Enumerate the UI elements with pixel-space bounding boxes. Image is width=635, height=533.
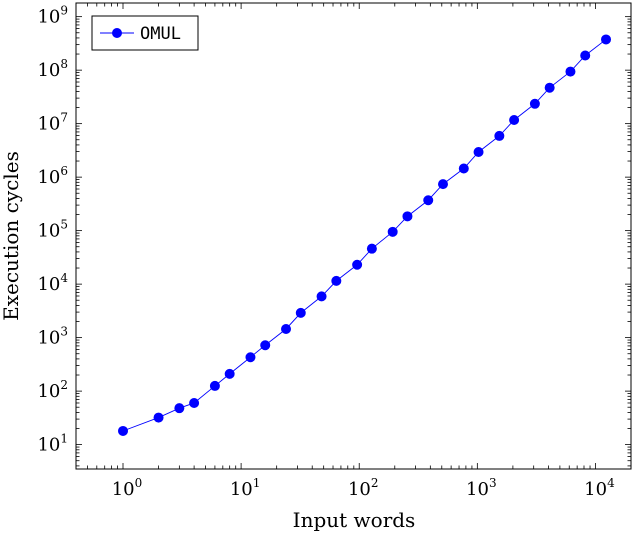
legend: OMUL bbox=[91, 15, 199, 51]
y-axis-label: Execution cycles bbox=[0, 151, 23, 321]
y-tick-label: 109 bbox=[37, 4, 68, 28]
data-point bbox=[529, 98, 540, 109]
legend-marker-swatch bbox=[112, 28, 122, 38]
data-point bbox=[544, 82, 555, 93]
data-point bbox=[281, 323, 292, 334]
data-point bbox=[387, 226, 398, 237]
y-tick-label: 101 bbox=[37, 432, 68, 456]
y-axis-tick-labels: 101 102 103 104 105 106 107 108 109 bbox=[37, 4, 68, 456]
data-point bbox=[316, 291, 327, 302]
y-tick-label: 106 bbox=[37, 164, 68, 188]
x-axis-label: Input words bbox=[293, 508, 416, 532]
data-point bbox=[402, 211, 413, 222]
data-point bbox=[331, 275, 342, 286]
y-tick-label: 103 bbox=[37, 325, 68, 349]
series-line bbox=[122, 39, 607, 432]
data-point bbox=[295, 307, 306, 318]
data-point bbox=[366, 243, 377, 254]
x-tick-label: 101 bbox=[230, 476, 261, 500]
data-point bbox=[565, 66, 576, 77]
data-point bbox=[601, 34, 612, 45]
data-point bbox=[189, 397, 200, 408]
plot-frame bbox=[75, 2, 632, 470]
y-tick-label: 105 bbox=[37, 218, 68, 242]
data-point bbox=[580, 50, 591, 61]
data-point bbox=[494, 130, 505, 141]
data-point bbox=[473, 147, 484, 158]
y-tick-label: 102 bbox=[37, 378, 68, 402]
y-axis-ticks bbox=[76, 16, 631, 467]
data-point bbox=[352, 259, 363, 270]
data-point bbox=[423, 195, 434, 206]
x-tick-label: 100 bbox=[112, 476, 143, 500]
data-point bbox=[174, 403, 185, 414]
data-point bbox=[245, 352, 256, 363]
data-point bbox=[437, 179, 448, 190]
data-point bbox=[153, 412, 164, 423]
data-point bbox=[260, 340, 271, 351]
data-point bbox=[509, 114, 520, 125]
data-point bbox=[209, 380, 220, 391]
y-tick-label: 104 bbox=[37, 271, 68, 295]
x-tick-label: 104 bbox=[584, 476, 615, 500]
data-point bbox=[458, 163, 469, 174]
data-point bbox=[118, 425, 129, 436]
x-axis-tick-labels: 100 101 102 103 104 bbox=[112, 476, 615, 500]
series-layer bbox=[118, 34, 612, 436]
data-point bbox=[224, 368, 235, 379]
y-tick-label: 108 bbox=[37, 57, 68, 81]
y-tick-label: 107 bbox=[37, 111, 68, 135]
x-tick-label: 103 bbox=[466, 476, 497, 500]
x-axis-ticks bbox=[75, 3, 632, 469]
legend-label: OMUL bbox=[140, 24, 181, 44]
x-tick-label: 102 bbox=[348, 476, 379, 500]
